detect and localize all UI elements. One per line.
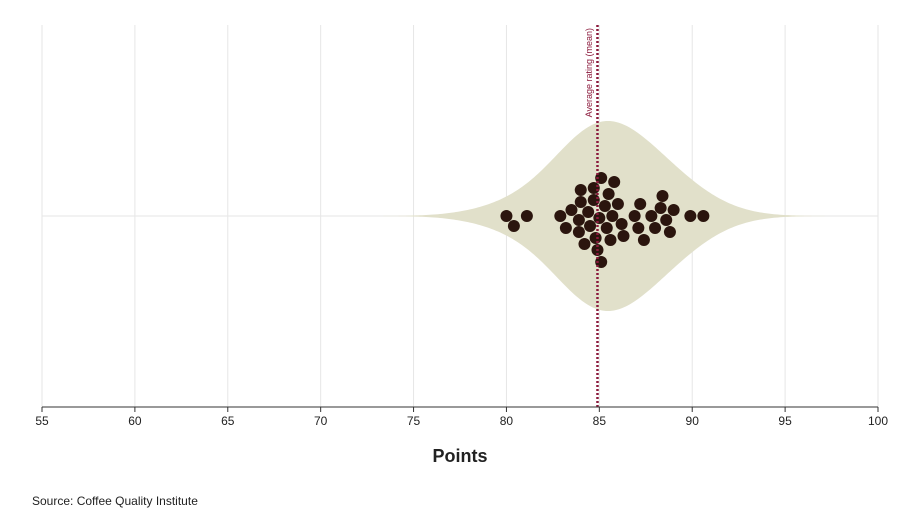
dot [654,202,667,214]
dot [660,214,673,226]
dot [587,194,600,206]
dot [637,234,650,246]
x-tick-label: 60 [128,414,142,428]
x-tick-label: 70 [314,414,328,428]
dot [593,212,606,224]
dot [617,230,630,242]
mean-label: Average rating (mean) [584,28,594,117]
dot [584,220,597,232]
dot [520,210,533,222]
dot [604,234,617,246]
dot [697,210,710,222]
x-tick-label: 80 [500,414,514,428]
x-tick-label: 95 [778,414,792,428]
x-tick-label: 100 [868,414,888,428]
dot [608,176,621,188]
dot [632,222,645,234]
dot [663,226,676,238]
dot [649,222,662,234]
dot [634,198,647,210]
dot [559,222,572,234]
dot [500,210,513,222]
x-tick-label: 55 [35,414,49,428]
dot [507,220,520,232]
dot [582,206,595,218]
x-tick-label: 65 [221,414,235,428]
x-axis-title: Points [432,446,487,466]
dot [684,210,697,222]
x-tick-label: 90 [686,414,700,428]
dot [574,196,587,208]
dot [572,214,585,226]
dot [611,198,624,210]
dot [656,190,669,202]
x-tick-label: 75 [407,414,421,428]
dot [589,232,602,244]
dot [602,188,615,200]
dot [645,210,658,222]
dot [578,238,591,250]
dot [554,210,567,222]
dot [606,210,619,222]
dot [598,200,611,212]
dot [667,204,680,216]
plot: Average rating (mean) 55 60 65 70 75 80 85 90 95 1… [35,25,888,428]
x-tick-label: 85 [593,414,607,428]
dot [615,218,628,230]
dot [565,204,578,216]
dot [600,222,613,234]
dot [628,210,641,222]
dot [587,182,600,194]
dot [572,226,585,238]
violin [42,121,878,311]
source: Source: Coffee Quality Institute [32,494,198,508]
dot [574,184,587,196]
